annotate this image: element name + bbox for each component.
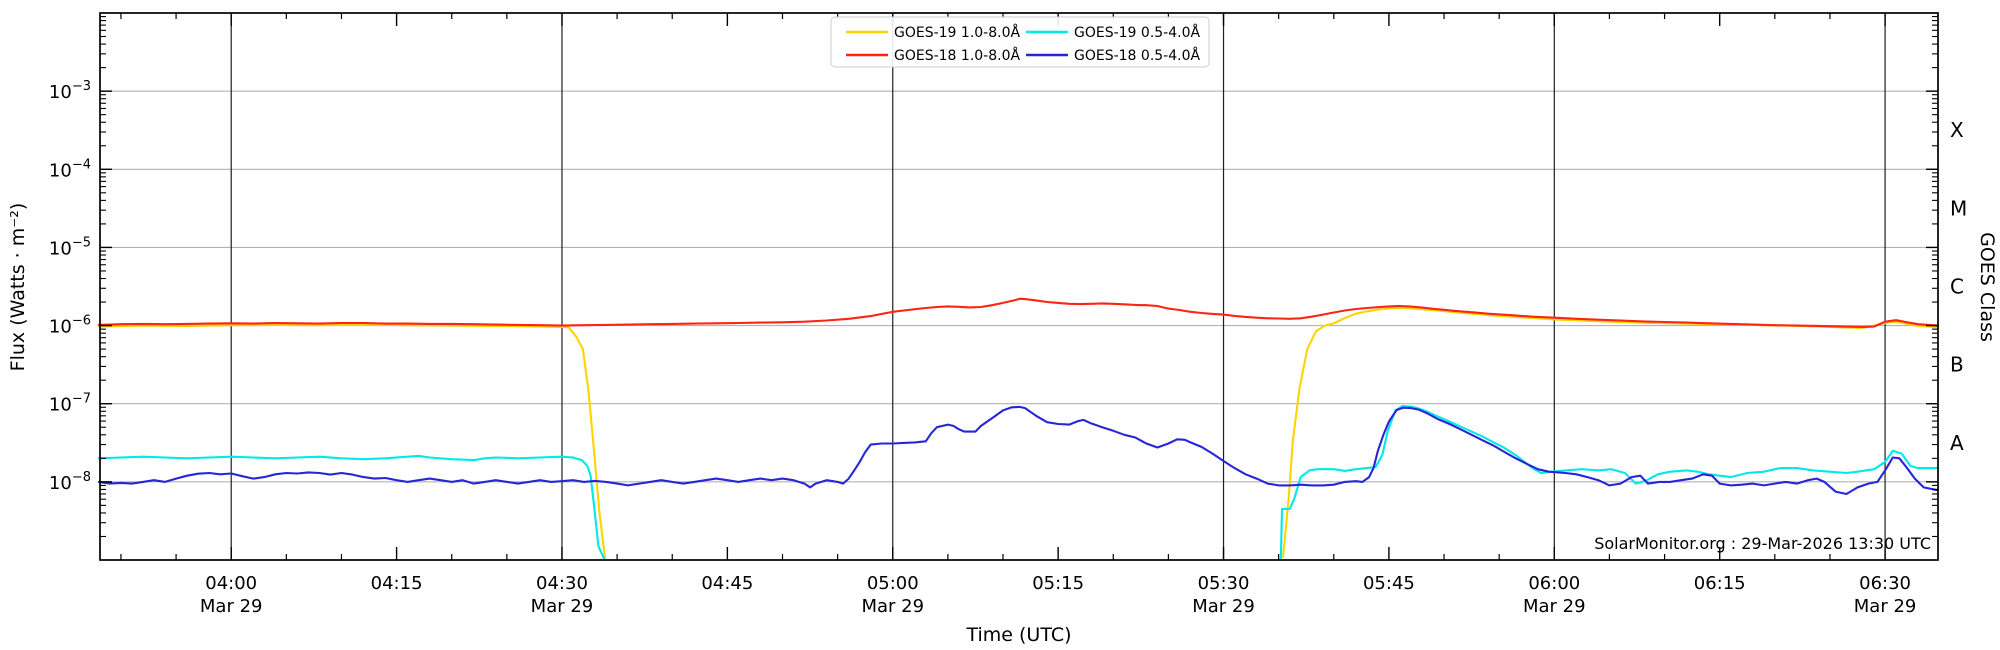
x-tick-sublabel: Mar 29 — [1854, 596, 1917, 617]
x-tick-sublabel: Mar 29 — [1192, 596, 1255, 617]
x-tick-label: 05:15 — [1032, 573, 1084, 594]
y-tick-label: 10−5 — [49, 235, 91, 259]
series-line-goes19-short — [97, 454, 605, 560]
legend-box — [830, 16, 1210, 68]
goes-class-label: A — [1950, 431, 1964, 455]
y-tick-label: 10−4 — [49, 157, 91, 181]
y-axis-title: Flux (Watts · m⁻²) — [7, 203, 29, 372]
legend-label-goes18-short: GOES-18 0.5-4.0Å — [1074, 47, 1200, 64]
right-axis-title: GOES Class — [1976, 232, 1998, 342]
x-tick-label: 05:00 — [867, 573, 919, 594]
x-tick-sublabel: Mar 29 — [861, 596, 924, 617]
legend: GOES-19 1.0-8.0Å GOES-18 1.0-8.0Å GOES-1… — [830, 16, 1210, 68]
legend-label-goes18-long: GOES-18 1.0-8.0Å — [894, 47, 1020, 64]
x-tick-label: 04:45 — [701, 573, 753, 594]
x-tick-label: 05:30 — [1198, 573, 1250, 594]
goes-class-label: M — [1950, 196, 1967, 220]
legend-label-goes19-short: GOES-19 0.5-4.0Å — [1074, 24, 1200, 41]
x-axis-title: Time (UTC) — [965, 624, 1071, 646]
goes-class-label: X — [1950, 118, 1964, 142]
series-line-goes19-short — [1279, 405, 1940, 560]
series-line-goes19-long — [1282, 306, 1940, 558]
x-tick-label: 04:00 — [205, 573, 257, 594]
y-tick-label: 10−8 — [49, 470, 91, 494]
goes-class-label: C — [1950, 275, 1964, 299]
x-tick-label: 06:15 — [1694, 573, 1746, 594]
series-line-goes18-short — [97, 405, 1940, 496]
x-tick-sublabel: Mar 29 — [531, 596, 594, 617]
plot-border — [99, 12, 1939, 561]
watermark-annotation: SolarMonitor.org : 29-Mar-2026 13:30 UTC — [1594, 534, 1931, 553]
legend-label-goes19-long: GOES-19 1.0-8.0Å — [894, 24, 1020, 41]
x-tick-sublabel: Mar 29 — [200, 596, 263, 617]
goes-class-label: B — [1950, 353, 1964, 377]
series-line-goes19-long — [97, 323, 607, 560]
series-line-goes18-long — [97, 297, 1940, 329]
y-tick-label: 10−3 — [49, 79, 91, 103]
x-tick-label: 05:45 — [1363, 573, 1415, 594]
y-tick-label: 10−7 — [49, 392, 91, 416]
x-tick-label: 06:30 — [1859, 573, 1911, 594]
x-tick-label: 04:15 — [371, 573, 423, 594]
x-tick-label: 04:30 — [536, 573, 588, 594]
x-tick-label: 06:00 — [1528, 573, 1580, 594]
x-tick-sublabel: Mar 29 — [1523, 596, 1586, 617]
y-tick-label: 10−6 — [49, 314, 91, 338]
